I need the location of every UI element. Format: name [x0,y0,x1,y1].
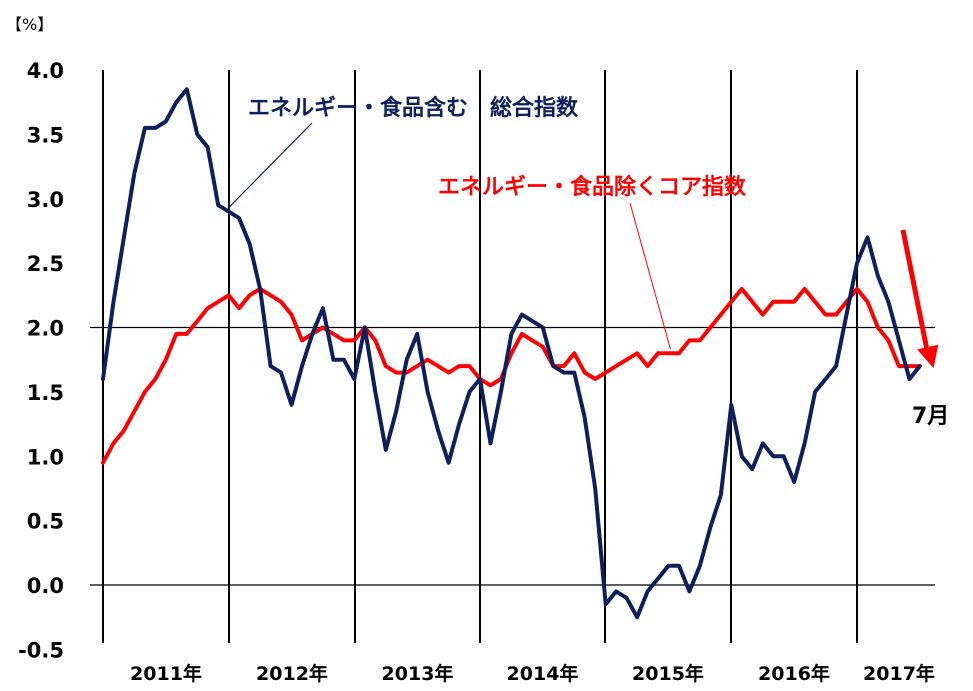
y-tick-label: 0.5 [27,510,64,534]
core-cpi-label: エネルギー・食品除くコア指数 [438,174,747,200]
core-callout-line [629,202,671,350]
x-tick-label: 2012年 [256,662,328,685]
y-tick-label: 0.0 [27,574,64,598]
grid [90,70,935,643]
y-tick-label: 2.5 [27,252,64,276]
x-tick-label: 2013年 [382,662,454,685]
x-tick-label: 2011年 [130,662,202,685]
unit-label: 【%】 [6,15,53,34]
down-trend-arrow [900,229,939,369]
month-label: 7月 [912,404,949,429]
x-tick-label: 2015年 [632,662,704,685]
y-tick-label: 1.0 [27,445,64,469]
callouts [228,122,939,369]
y-axis: 4.0 3.5 3.0 2.5 2.0 1.5 1.0 0.5 0.0 -0.5 [18,59,64,662]
y-tick-label: 1.5 [27,381,64,405]
x-axis: 2011年 2012年 2013年 2014年 2015年 2016年 2017年 [130,662,935,685]
y-tick-label: 3.5 [27,123,64,147]
y-tick-label: 3.0 [27,188,64,212]
headline-cpi-label: エネルギー・食品含む 総合指数 [248,95,579,121]
x-tick-label: 2016年 [758,662,830,685]
y-tick-label: -0.5 [18,638,64,662]
headline-callout-line [228,122,313,209]
x-tick-label: 2017年 [863,662,935,685]
core-cpi-line [101,286,922,465]
y-tick-label: 4.0 [27,59,64,83]
headline-cpi-line [101,87,922,620]
y-tick-label: 2.0 [27,317,64,341]
series-lines [101,87,922,620]
x-tick-label: 2014年 [507,662,579,685]
